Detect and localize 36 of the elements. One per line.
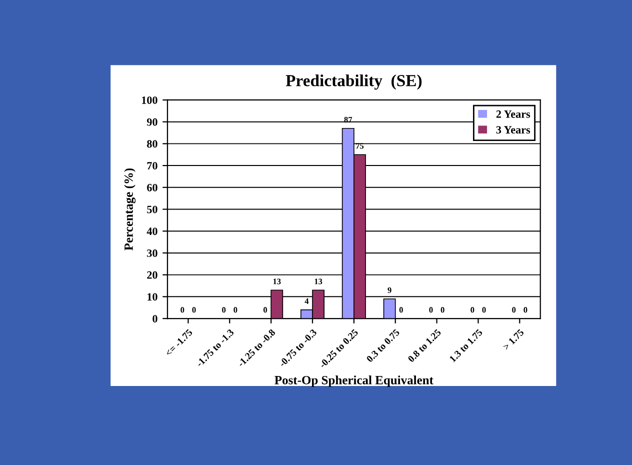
- x-tick-label: 1.3 to 1.75: [449, 328, 483, 362]
- y-tick-label: 80: [147, 140, 158, 148]
- y-tick-label: 70: [147, 162, 158, 170]
- y-tick-label: 50: [147, 206, 158, 214]
- data-label: 0: [440, 307, 444, 313]
- legend-label: 2 Years: [496, 110, 530, 118]
- data-label: 0: [399, 307, 403, 313]
- x-tick-label: > 1.75: [502, 328, 524, 350]
- data-label: 0: [263, 307, 268, 313]
- data-label: 9: [388, 287, 392, 293]
- legend-label: 3 Years: [496, 126, 530, 134]
- data-label: 0: [429, 307, 433, 313]
- data-label: 4: [304, 298, 309, 304]
- x-axis-title: Post-Op Spherical Equivalent: [274, 376, 434, 387]
- y-tick-label: 20: [147, 271, 158, 279]
- data-label: 0: [524, 307, 528, 313]
- data-label: 13: [273, 278, 281, 284]
- y-tick-label: 60: [147, 184, 158, 192]
- y-tick-label: 10: [148, 293, 158, 301]
- data-label: 0: [192, 307, 196, 313]
- y-tick-label: 0: [152, 314, 158, 322]
- data-label: 0: [222, 307, 226, 313]
- x-tick-label: 0.8 to 1.25: [407, 328, 442, 363]
- data-label: 13: [314, 278, 322, 284]
- data-label: 0: [470, 307, 474, 313]
- y-tick-label: 30: [147, 249, 158, 257]
- y-tick-label: 100: [142, 96, 158, 104]
- chart-title: Predictability (SE): [286, 74, 422, 90]
- y-tick-label: 90: [146, 118, 158, 126]
- data-label: 0: [482, 307, 486, 313]
- data-label: 0: [234, 307, 238, 313]
- y-axis-title: Percentage (%): [124, 168, 136, 250]
- data-label: 0: [180, 307, 184, 313]
- x-tick-label: 0.3 to 0.75: [366, 328, 400, 363]
- data-label: 0: [512, 307, 516, 313]
- y-tick-label: 40: [146, 228, 158, 236]
